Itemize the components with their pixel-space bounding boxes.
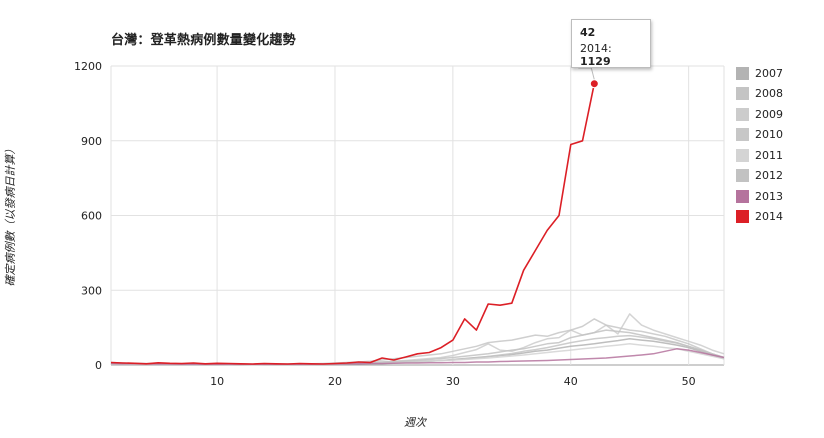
legend-item-2014[interactable]: 2014 [736, 207, 783, 228]
legend-label: 2013 [755, 189, 783, 203]
focus-point [589, 79, 599, 89]
legend-item-2013[interactable]: 2013 [736, 186, 783, 207]
legend-item-2008[interactable]: 2008 [736, 84, 783, 105]
legend-label: 2012 [755, 169, 783, 183]
legend-swatch [736, 148, 749, 162]
legend-swatch [736, 128, 749, 142]
series-line-2014 [110, 83, 596, 365]
x-tick-label: 30 [446, 375, 460, 388]
legend-swatch [736, 107, 749, 121]
legend-swatch [736, 189, 749, 203]
legend-item-2009[interactable]: 2009 [736, 104, 783, 125]
legend-swatch [736, 169, 749, 183]
tooltip-series-row: 2014: 1129 [580, 42, 642, 68]
legend-item-2010[interactable]: 2010 [736, 125, 783, 146]
tooltip-value: 1129 [580, 55, 611, 68]
legend-label: 2007 [755, 66, 783, 80]
legend-item-2007[interactable]: 2007 [736, 63, 783, 84]
y-tick-label: 300 [81, 284, 102, 297]
y-tick-label: 1200 [74, 60, 102, 73]
x-tick-label: 50 [682, 375, 696, 388]
legend-label: 2010 [755, 128, 783, 142]
legend-label: 2008 [755, 87, 783, 101]
chart-title: 台灣：登革熱病例數量變化趨勢 [111, 33, 296, 48]
x-tick-label: 20 [328, 375, 342, 388]
x-axis-label: 週次 [404, 416, 426, 429]
tooltip-x-value: 42 [580, 26, 596, 39]
legend: 2007 2008 2009 2010 2011 2012 2013 2014 [736, 63, 783, 227]
legend-swatch [736, 87, 749, 101]
legend-label: 2011 [755, 148, 783, 162]
x-tick-label: 40 [564, 375, 578, 388]
x-tick-label: 10 [210, 375, 224, 388]
y-tick-label: 600 [81, 210, 102, 223]
legend-swatch [736, 210, 749, 224]
tooltip-series-name: 2014 [580, 42, 608, 55]
legend-label: 2009 [755, 107, 783, 121]
legend-item-2012[interactable]: 2012 [736, 166, 783, 187]
series-line-2010 [110, 318, 725, 366]
legend-label: 2014 [755, 210, 783, 224]
y-tick-label: 0 [95, 359, 102, 372]
series-line-2013 [110, 348, 725, 366]
legend-swatch [736, 66, 749, 80]
tooltip-connector [578, 67, 595, 80]
legend-item-2011[interactable]: 2011 [736, 145, 783, 166]
y-tick-label: 900 [81, 135, 102, 148]
tooltip-separator: : [608, 42, 612, 55]
data-tooltip: 42 2014: 1129 [571, 19, 651, 68]
